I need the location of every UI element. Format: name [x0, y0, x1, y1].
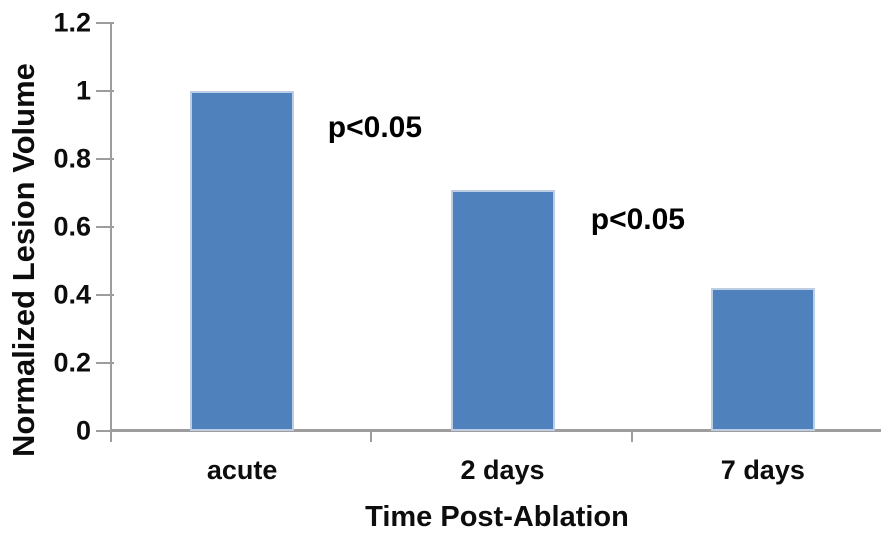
y-axis-title: Normalized Lesion Volume [6, 63, 41, 457]
y-tick [96, 226, 114, 228]
y-tick [96, 430, 114, 432]
y-tick [96, 362, 114, 364]
bar-2-days [450, 189, 555, 431]
y-tick [96, 22, 114, 24]
y-tick-label: 1.2 [53, 7, 91, 38]
bar-7-days [710, 288, 815, 431]
y-tick-label: 0.4 [53, 279, 91, 310]
significance-annotation: p<0.05 [590, 203, 685, 237]
x-tick [110, 429, 112, 442]
x-tick [630, 429, 633, 442]
y-tick [96, 90, 114, 92]
y-axis-line [110, 23, 112, 433]
x-category-label: 7 days [720, 455, 805, 485]
y-tick-label: 0.2 [53, 347, 91, 378]
y-tick-label: 0.6 [53, 211, 91, 242]
y-tick [96, 158, 114, 160]
x-axis-title: Time Post-Ablation [365, 501, 629, 533]
y-tick-label: 0.8 [53, 143, 91, 174]
y-tick [96, 294, 114, 296]
x-category-label: 2 days [460, 455, 545, 485]
y-tick-label: 0 [75, 415, 91, 446]
significance-annotation: p<0.05 [327, 111, 423, 145]
bar-acute [190, 91, 295, 431]
y-tick-label: 1 [75, 75, 91, 106]
x-tick [370, 429, 373, 442]
x-category-label: acute [206, 455, 278, 485]
